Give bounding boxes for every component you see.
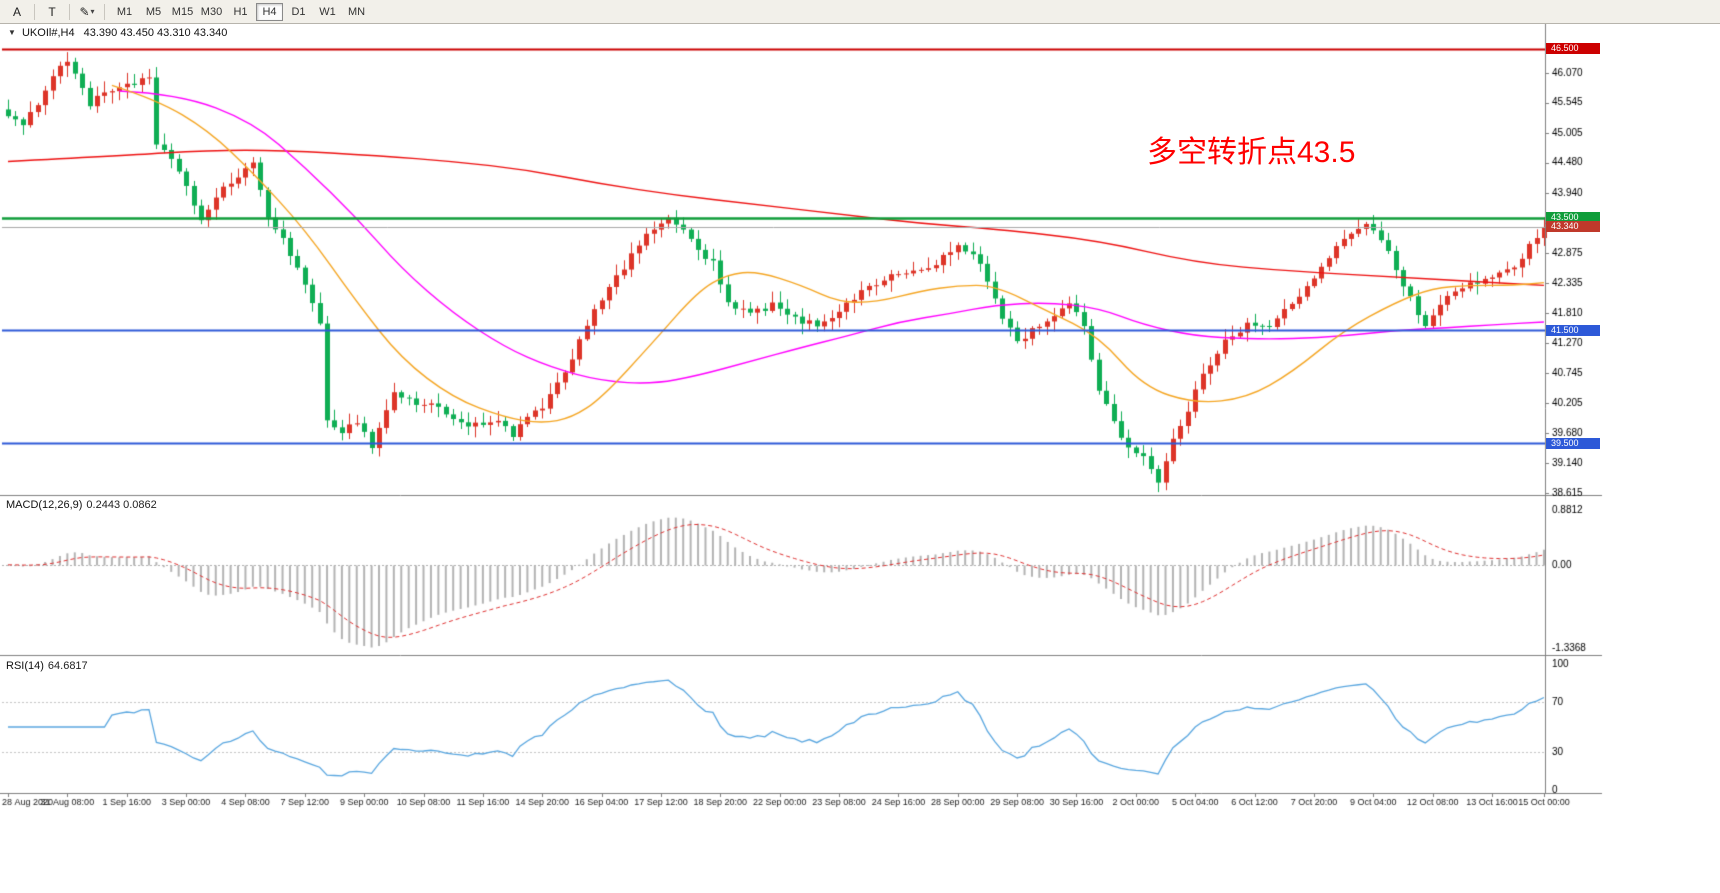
timeframe-buttons: M1 M5 M15 M30 H1 H4 D1 W1 MN [110, 2, 371, 21]
toolbar-separator [34, 3, 35, 20]
toolbar-separator [69, 3, 70, 20]
timeframe-d1-button[interactable]: D1 [285, 3, 312, 21]
timeframe-m15-button[interactable]: M15 [169, 3, 196, 21]
timeframe-h1-button[interactable]: H1 [227, 3, 254, 21]
timeframe-h4-button[interactable]: H4 [256, 2, 283, 21]
chevron-down-icon: ▾ [90, 7, 95, 16]
chart-window: ▼ UKOIl#,H4 43.390 43.450 43.310 43.340 … [0, 24, 1720, 813]
toolbar: A T ✎ ▾ M1 M5 M15 M30 H1 H4 D1 W1 MN [0, 0, 1720, 24]
timeframe-mn-button[interactable]: MN [343, 3, 370, 21]
toolbar-separator [104, 3, 105, 20]
annotation-text[interactable]: 多空转折点43.5 [1147, 136, 1356, 169]
arrow-tool-button[interactable]: A [5, 2, 29, 22]
timeframe-m30-button[interactable]: M30 [198, 3, 225, 21]
text-tool-button[interactable]: T [40, 2, 64, 22]
timeframe-m5-button[interactable]: M5 [140, 3, 167, 21]
pencil-icon: ✎ [79, 4, 90, 19]
timeframe-m1-button[interactable]: M1 [111, 3, 138, 21]
timeframe-w1-button[interactable]: W1 [314, 3, 341, 21]
chart-canvas[interactable] [0, 24, 1720, 813]
draw-tool-button[interactable]: ✎ ▾ [75, 2, 99, 22]
